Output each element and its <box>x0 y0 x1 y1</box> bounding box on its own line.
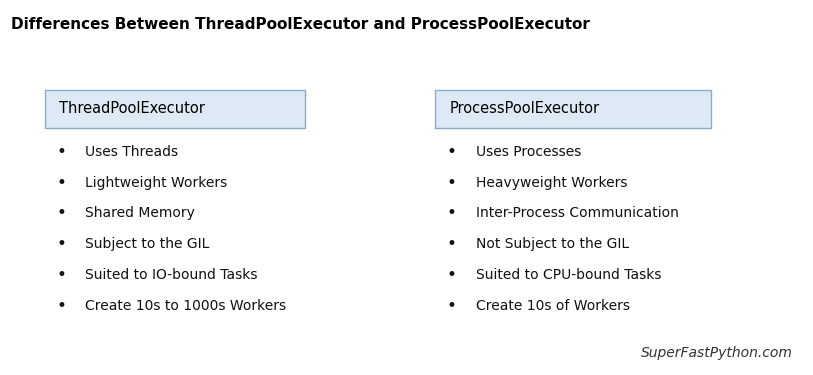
Text: Suited to CPU-bound Tasks: Suited to CPU-bound Tasks <box>476 268 661 282</box>
Text: •: • <box>446 297 456 315</box>
Text: •: • <box>56 235 66 253</box>
Text: Inter-Process Communication: Inter-Process Communication <box>476 206 679 220</box>
Text: •: • <box>56 297 66 315</box>
Text: •: • <box>56 266 66 284</box>
Text: •: • <box>56 143 66 161</box>
Text: Create 10s of Workers: Create 10s of Workers <box>476 298 629 313</box>
Text: •: • <box>56 174 66 192</box>
Text: Uses Threads: Uses Threads <box>85 145 179 159</box>
Text: Lightweight Workers: Lightweight Workers <box>85 176 228 190</box>
Text: SuperFastPython.com: SuperFastPython.com <box>641 346 793 360</box>
Text: •: • <box>446 143 456 161</box>
Text: Uses Processes: Uses Processes <box>476 145 581 159</box>
Text: ProcessPoolExecutor: ProcessPoolExecutor <box>450 101 600 116</box>
FancyBboxPatch shape <box>435 90 711 128</box>
Text: Shared Memory: Shared Memory <box>85 206 195 220</box>
Text: •: • <box>446 235 456 253</box>
Text: •: • <box>446 174 456 192</box>
Text: •: • <box>56 204 66 222</box>
Text: Not Subject to the GIL: Not Subject to the GIL <box>476 237 628 251</box>
Text: Differences Between ThreadPoolExecutor and ProcessPoolExecutor: Differences Between ThreadPoolExecutor a… <box>11 17 589 32</box>
Text: Subject to the GIL: Subject to the GIL <box>85 237 210 251</box>
Text: •: • <box>446 266 456 284</box>
Text: •: • <box>446 204 456 222</box>
Text: Create 10s to 1000s Workers: Create 10s to 1000s Workers <box>85 298 286 313</box>
Text: Heavyweight Workers: Heavyweight Workers <box>476 176 627 190</box>
Text: ThreadPoolExecutor: ThreadPoolExecutor <box>59 101 205 116</box>
FancyBboxPatch shape <box>45 90 305 128</box>
Text: Suited to IO-bound Tasks: Suited to IO-bound Tasks <box>85 268 258 282</box>
